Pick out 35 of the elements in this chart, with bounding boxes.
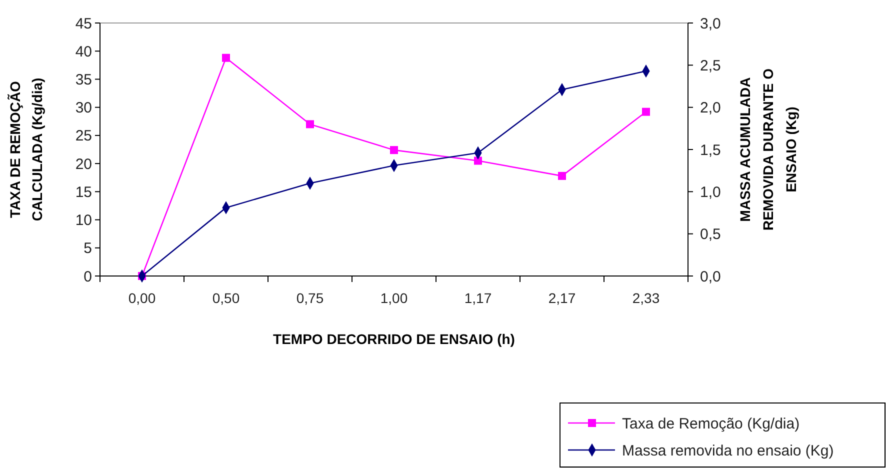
legend-label: Taxa de Remoção (Kg/dia) [622,415,800,432]
point [558,172,566,180]
y2-tick-label: 3,0 [700,15,721,32]
y-tick-label: 0 [84,268,92,286]
y-axis-title: TAXA DE REMOÇÃO CALCULADA (Kg/dia) [7,78,45,222]
y-tick-label: 10 [75,212,92,230]
y-tick-label: 20 [75,156,92,173]
y2-tick-label: 1,5 [700,142,721,159]
x-axis-title: TEMPO DECORRIDO DE ENSAIO (h) [273,331,515,347]
y2-tick-label: 2,0 [700,100,721,117]
point [306,120,314,128]
point [474,156,482,165]
legend-label: Massa removida no ensaio (Kg) [622,442,834,460]
y-tick-label: 5 [84,240,92,258]
y-tick-label: 40 [75,43,92,60]
y-tick-label: 30 [75,100,92,117]
x-tick-label: 0,75 [296,290,324,306]
y-tick-label: 35 [75,71,92,88]
point [642,108,650,116]
x-tick-label: 1,17 [464,290,492,306]
point [390,146,398,154]
y2-tick-label: 1,0 [700,184,721,201]
x-tick-label: 2,17 [548,290,576,306]
point [222,54,230,62]
y-tick-label: 15 [75,184,92,201]
x-tick-label: 0,50 [212,290,240,306]
x-tick-label: 0,00 [128,290,156,306]
y2-tick-label: 0,5 [700,226,721,244]
y2-tick-label: 0,0 [700,268,721,286]
x-tick-label: 1,00 [380,290,408,306]
y-tick-label: 45 [75,15,92,32]
y2-axis-title: MASSA ACUMULADA REMOVIDA DURANTE O ENSAIO (Kg) [737,68,799,231]
x-tick-label: 2,33 [632,290,660,306]
y2-tick-label: 2,5 [700,57,721,74]
y-tick-label: 25 [75,128,92,145]
